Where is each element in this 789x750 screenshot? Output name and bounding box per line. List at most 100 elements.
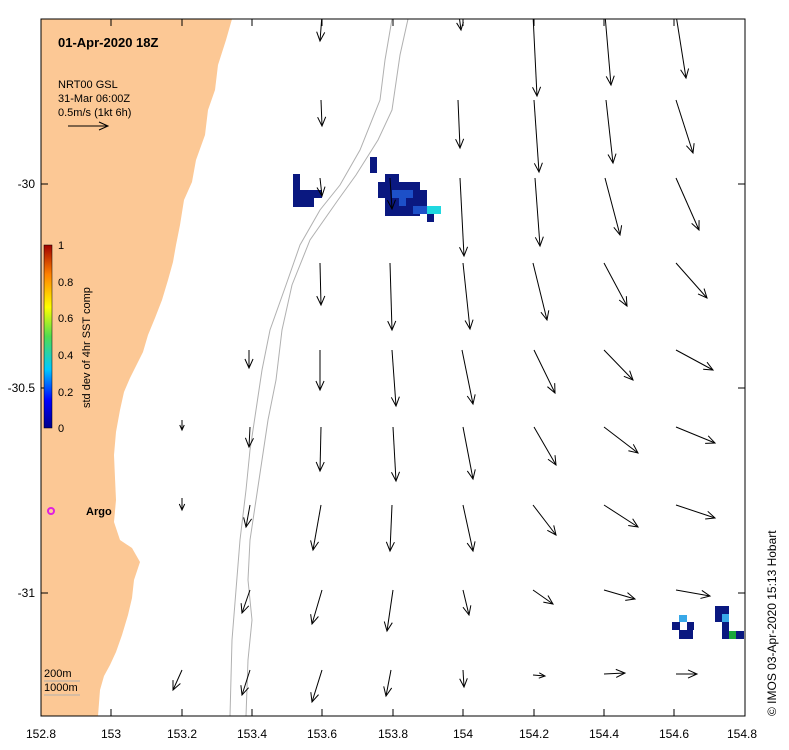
current-arrow: [532, 262, 550, 322]
current-arrow: [383, 589, 394, 633]
sst-pixel: [427, 214, 434, 222]
current-arrow: [605, 99, 617, 165]
current-arrow: [675, 177, 700, 232]
axis-ticks: [40, 19, 746, 716]
model-time: 31-Mar 06:00Z: [58, 93, 130, 105]
current-arrow: [316, 177, 326, 198]
current-arrow: [675, 99, 695, 155]
current-arrow: [316, 262, 326, 307]
x-axis-labels: 152.8 153 153.2 153.4 153.6 153.8 154 15…: [26, 727, 757, 741]
y-tick-label: -31: [18, 586, 36, 600]
sst-pixel: [722, 614, 729, 622]
sst-stddev-pixels: [293, 157, 744, 639]
sst-pixel: [672, 622, 680, 630]
sst-pixel: [679, 630, 693, 639]
sst-pixel: [736, 631, 744, 639]
current-arrow: [675, 262, 708, 299]
scale-arrow: [68, 121, 110, 131]
sst-pixel: [427, 206, 441, 214]
current-arrow: [462, 589, 472, 617]
current-arrow: [603, 349, 634, 381]
current-arrow: [533, 426, 557, 467]
current-arrow: [386, 177, 396, 211]
x-tick-label: 153.4: [237, 727, 267, 741]
x-tick-label: 153: [101, 727, 121, 741]
sst-pixel: [729, 631, 736, 639]
current-arrow: [310, 589, 323, 626]
sst-pixel: [687, 622, 694, 630]
current-arrow: [532, 589, 554, 605]
current-arrow: [387, 262, 397, 332]
current-arrow: [604, 19, 615, 87]
model-name: NRT00 GSL: [58, 79, 118, 91]
current-arrow: [178, 498, 186, 512]
current-arrow: [315, 426, 325, 473]
current-arrow: [459, 669, 468, 689]
map-title: 01-Apr-2020 18Z: [58, 35, 158, 50]
colorbar-tick-label: 1: [58, 240, 64, 252]
x-tick-label: 154.8: [727, 727, 757, 741]
sst-pixel: [399, 198, 406, 206]
colorbar-ticks: 0 0.2 0.4 0.6 0.8 1: [58, 240, 73, 435]
sst-pixel: [300, 198, 314, 207]
x-tick-label: 154: [453, 727, 473, 741]
sst-pixel: [300, 190, 322, 198]
x-tick-label: 152.8: [26, 727, 56, 741]
x-tick-label: 154.6: [659, 727, 689, 741]
x-tick-label: 153.6: [307, 727, 337, 741]
current-arrow: [390, 349, 400, 408]
current-arrow: [315, 350, 325, 392]
current-arrow: [385, 504, 395, 553]
isobath-200m: [229, 19, 393, 716]
current-arrow: [462, 426, 476, 481]
x-tick-label: 154.2: [519, 727, 549, 741]
argo-float-marker[interactable]: [47, 507, 55, 515]
colorbar-tick-label: 0.6: [58, 313, 73, 325]
current-vectors: [172, 19, 717, 704]
argo-label: Argo: [86, 506, 112, 518]
current-arrow: [244, 426, 254, 449]
colorbar-tick-label: 0.8: [58, 277, 73, 289]
current-arrow: [456, 19, 464, 32]
current-arrow: [391, 426, 401, 483]
y-tick-label: -30: [18, 177, 36, 191]
x-tick-label: 153.2: [167, 727, 197, 741]
current-arrow: [603, 504, 640, 528]
current-arrow: [532, 672, 547, 679]
current-arrow: [675, 349, 715, 371]
y-axis-labels: -30 -30.5 -31: [8, 177, 36, 600]
current-arrow: [172, 669, 183, 692]
current-arrow: [675, 504, 717, 520]
current-arrow: [533, 99, 543, 174]
current-arrow: [603, 589, 637, 601]
sst-pixel: [413, 206, 427, 214]
current-arrow: [676, 669, 699, 679]
current-arrow: [240, 589, 251, 615]
current-arrow: [533, 349, 556, 395]
credit-text: © IMOS 03-Apr-2020 15:13 Hobart: [765, 530, 779, 716]
current-arrow: [604, 177, 623, 237]
current-arrow: [603, 426, 639, 454]
vector-scale-label: 0.5m/s (1kt 6h): [58, 107, 131, 119]
current-arrow: [459, 177, 469, 258]
colorbar-label: std dev of 4hr SST comp: [81, 287, 93, 408]
isobath-200m-label: 200m: [44, 668, 72, 680]
current-arrow: [603, 668, 627, 678]
current-arrow: [676, 19, 690, 80]
current-arrow: [310, 669, 323, 704]
colorbar: [43, 244, 53, 429]
x-tick-label: 153.8: [378, 727, 408, 741]
land-mass: [41, 19, 232, 716]
sst-pixel: [392, 190, 406, 198]
current-arrow: [317, 99, 327, 128]
colorbar-tick-label: 0: [58, 423, 64, 435]
current-arrow: [179, 420, 185, 432]
sst-pixel: [378, 182, 385, 198]
sst-pixel: [420, 190, 427, 206]
sst-pixel: [293, 174, 300, 207]
current-arrow: [455, 99, 465, 150]
current-arrow: [462, 504, 476, 553]
current-arrow: [462, 262, 474, 331]
x-tick-label: 154.4: [589, 727, 619, 741]
